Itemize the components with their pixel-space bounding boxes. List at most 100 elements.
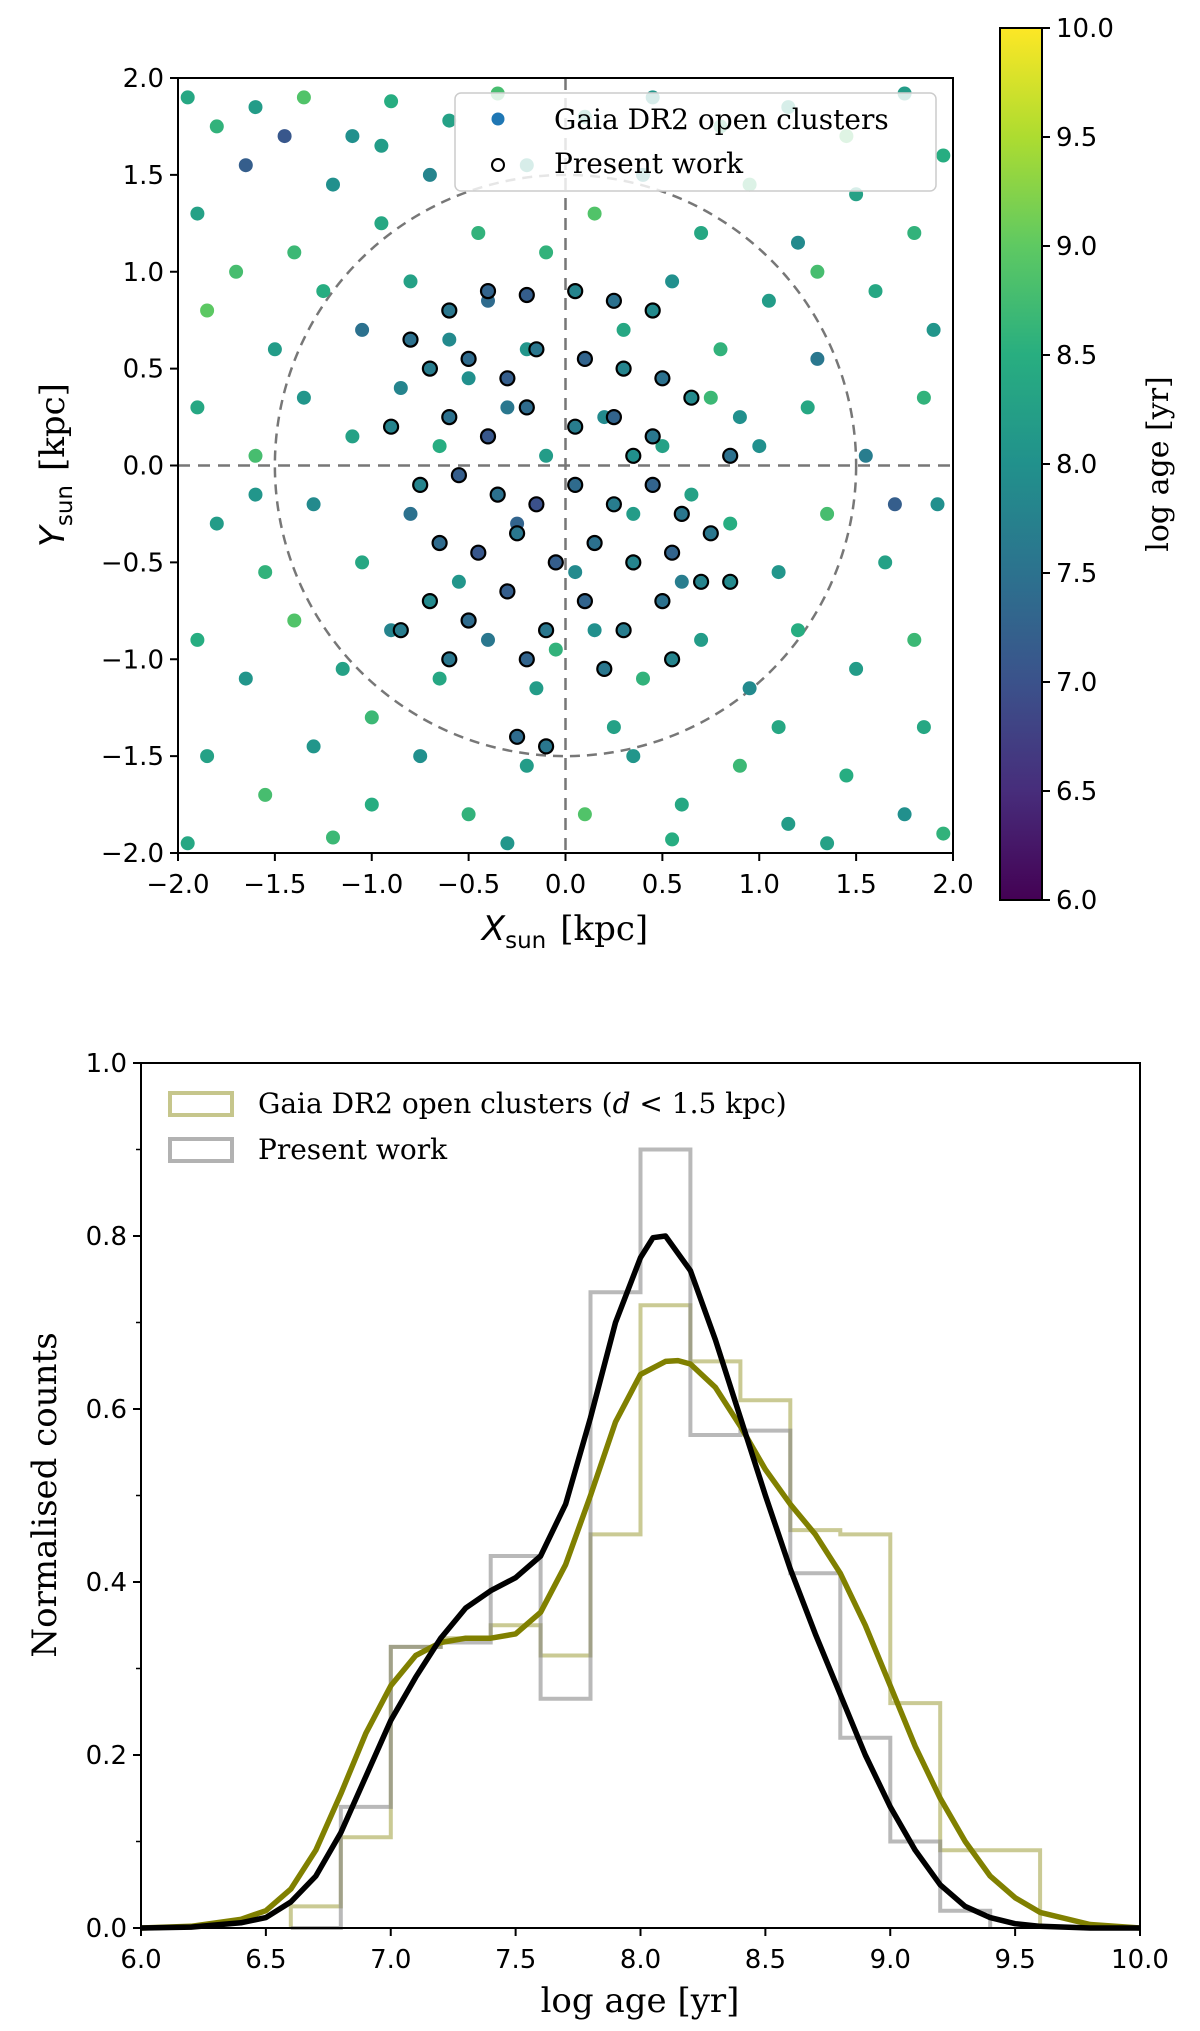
scatter-legend: Gaia DR2 open clusters Present work: [454, 92, 937, 192]
scatter-y-tick-label: 2.0: [123, 64, 164, 94]
scatter-point-gaia: [723, 516, 738, 531]
scatter-point-gaia: [296, 390, 311, 405]
scatter-point-present: [537, 622, 555, 639]
scatter-point-gaia: [238, 671, 253, 686]
scatter-ylabel-main: Y: [33, 524, 73, 547]
scatter-point-gaia: [364, 797, 379, 812]
scatter-point-gaia: [393, 381, 408, 395]
scatter-point-present: [654, 370, 671, 387]
histogram-bars: [288, 1147, 1043, 1930]
scatter-point-present: [722, 447, 739, 464]
histogram-y-ticks: 0.0 0.2 0.4 0.6 0.8 1.0: [86, 1049, 141, 1944]
scatter-point-present: [605, 292, 623, 309]
scatter-point-present: [499, 583, 516, 600]
scatter-point-present: [576, 350, 594, 367]
scatter-point-gaia: [606, 720, 621, 735]
scatter-point-gaia: [907, 226, 922, 240]
scatter-point-present: [663, 651, 681, 668]
scatter-point-gaia: [200, 303, 215, 318]
scatter-xlabel: Xsun [kpc]: [480, 909, 648, 954]
scatter-point-present: [547, 554, 564, 571]
scatter-point-gaia: [190, 206, 205, 221]
scatter-point-gaia: [926, 322, 941, 337]
scatter-point-gaia: [519, 758, 534, 773]
scatter-y-tick-label: 0.0: [123, 452, 164, 482]
scatter-ylabel-sub: sun: [52, 485, 78, 526]
scatter-point-gaia: [626, 506, 641, 521]
scatter-point-gaia: [897, 807, 912, 822]
scatter-point-gaia: [432, 439, 447, 454]
scatter-y-tick-label: 1.0: [123, 258, 164, 288]
scatter-point-present: [383, 418, 400, 435]
scatter-point-gaia: [655, 439, 670, 454]
scatter-point-present: [441, 302, 458, 319]
histogram-y-tick-label: 1.0: [86, 1049, 127, 1079]
scatter-point-present: [673, 505, 690, 523]
scatter-point-gaia: [936, 826, 951, 841]
scatter-point-present: [654, 592, 671, 610]
scatter-point-present: [722, 573, 739, 590]
scatter-point-gaia: [190, 632, 205, 647]
histogram-x-tick-label: 7.5: [495, 1945, 536, 1975]
scatter-x-tick-label: 2.0: [932, 870, 973, 900]
scatter-point-present: [663, 544, 681, 561]
scatter-x-tick-label: 1.5: [835, 870, 876, 900]
scatter-point-present: [518, 286, 535, 304]
scatter-point-gaia: [209, 516, 224, 531]
scatter-point-gaia: [335, 661, 350, 676]
scatter-point-gaia: [345, 129, 360, 144]
scatter-point-gaia: [626, 749, 641, 764]
scatter-point-gaia: [432, 671, 447, 686]
scatter-point-present: [508, 728, 526, 745]
scatter-x-tick-label: 0.0: [545, 870, 586, 900]
scatter-point-gaia: [781, 816, 796, 831]
colorbar: 6.0 6.5 7.0 7.5 8.0 8.5 9.0 9.5 10.0 log age [yr…: [999, 14, 1176, 916]
scatter-y-tick-label: −1.5: [101, 742, 164, 772]
scatter-point-gaia: [548, 642, 563, 657]
scatter-point-present: [644, 428, 661, 445]
scatter-point-present: [421, 360, 438, 377]
scatter-point-gaia: [752, 439, 767, 454]
colorbar-gradient: [999, 27, 1043, 901]
legend-label-gaia: Gaia DR2 open clusters: [554, 103, 889, 136]
scatter-point-present: [537, 738, 555, 755]
scatter-point-gaia: [442, 113, 457, 128]
scatter-point-gaia: [694, 632, 709, 647]
scatter-point-gaia: [916, 390, 931, 405]
colorbar-tick-label: 9.0: [1056, 232, 1097, 262]
scatter-point-gaia: [577, 807, 592, 822]
histogram-step-gaia: [288, 1303, 1043, 1928]
histogram-x-tick-label: 9.5: [994, 1945, 1035, 1975]
scatter-x-tick-label: 1.0: [739, 870, 780, 900]
histogram-panel: 6.0 6.5 7.0 7.5 8.0 8.5 9.0 9.5 10.0 0.00.20.40.…: [25, 1049, 1169, 2021]
scatter-point-gaia: [326, 830, 340, 845]
scatter-point-gaia: [703, 390, 718, 405]
scatter-point-gaia: [665, 832, 680, 847]
scatter-point-present: [567, 476, 584, 493]
scatter-point-gaia: [674, 797, 689, 812]
scatter-point-gaia: [771, 720, 786, 735]
colorbar-ticks: 6.0 6.5 7.0 7.5 8.0 8.5 9.0 9.5 10.0: [1042, 14, 1114, 916]
histogram-xlabel: log age [yr]: [541, 1981, 740, 2021]
scatter-point-gaia: [887, 497, 902, 512]
scatter-point-present: [508, 525, 526, 542]
scatter-point-gaia: [713, 342, 728, 357]
scatter-point-present: [615, 622, 632, 639]
kde-curve-gaia: [140, 1357, 1141, 1931]
kde-curve-present: [140, 1233, 1140, 1931]
scatter-point-present: [683, 389, 700, 406]
scatter-point-gaia: [345, 429, 360, 444]
scatter-point-present: [644, 302, 661, 319]
histogram-x-ticks: 6.0 6.5 7.0 7.5 8.0 8.5 9.0 9.5 10.0: [120, 1928, 1169, 1975]
scatter-point-gaia: [858, 448, 873, 463]
histogram-x-tick-label: 9.0: [870, 1945, 911, 1975]
scatter-point-gaia: [374, 216, 389, 231]
scatter-point-gaia: [238, 158, 253, 173]
scatter-point-gaia: [587, 206, 602, 221]
scatter-point-gaia: [190, 400, 205, 415]
scatter-x-tick-label: 0.5: [642, 870, 683, 900]
scatter-ylabel-unit: [kpc]: [33, 383, 73, 471]
scatter-point-present: [441, 409, 458, 426]
scatter-point-present: [479, 428, 497, 445]
scatter-point-gaia: [878, 555, 893, 570]
